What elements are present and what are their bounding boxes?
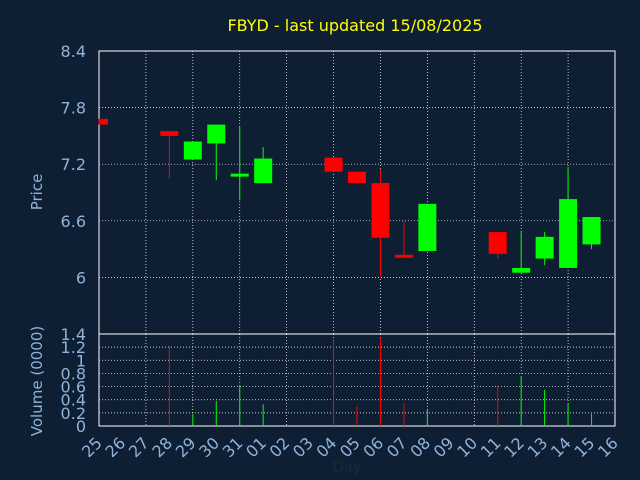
volume-tick-label: 1.2 — [61, 338, 86, 357]
volume-tick-label: 0 — [76, 417, 86, 436]
candle — [324, 157, 343, 172]
price-tick-label: 6 — [76, 268, 86, 287]
volume-axis-label: Volume (0000) — [28, 326, 46, 436]
volume-panel: 1.41.210.80.60.40.20 2526272829303101020… — [28, 325, 622, 476]
candle — [230, 126, 249, 201]
candle-body — [348, 171, 366, 184]
candle — [207, 124, 226, 181]
candle — [394, 220, 413, 258]
candle-body — [559, 199, 578, 268]
volume-tick-label: 1.4 — [61, 325, 86, 344]
price-tick-label: 8.4 — [61, 42, 86, 61]
candle — [371, 168, 390, 278]
candle — [348, 171, 366, 184]
price-plot-frame — [98, 50, 616, 335]
candle-body — [488, 232, 507, 254]
candle-body — [160, 131, 179, 136]
candle-body — [371, 183, 390, 238]
candle — [418, 203, 437, 251]
candle-body — [183, 141, 202, 160]
candle — [535, 232, 554, 266]
candle-body — [582, 217, 601, 245]
candle — [98, 118, 108, 125]
price-tick-label: 7.8 — [61, 99, 86, 118]
price-tick-labels: 8.4 7.8 7.2 6.6 6 — [61, 42, 86, 287]
candle — [582, 217, 601, 250]
candle — [512, 232, 531, 273]
price-tick-label: 7.2 — [61, 155, 86, 174]
day-tick-label: 16 — [594, 433, 622, 461]
candle-body — [99, 118, 108, 125]
volume-tick-label: 1 — [76, 351, 86, 370]
volume-tick-label: 0.4 — [61, 391, 86, 410]
price-panel: 8.4 7.8 7.2 6.6 6 Price — [28, 42, 616, 335]
candle-body — [324, 157, 343, 172]
candle — [160, 131, 179, 179]
candle-body — [230, 173, 249, 177]
volume-tick-labels: 1.41.210.80.60.40.20 — [61, 325, 86, 436]
candle — [183, 141, 202, 160]
candle-body — [394, 254, 413, 258]
volume-bars — [168, 337, 593, 426]
volume-tick-label: 0.8 — [61, 364, 86, 383]
candle-body — [512, 267, 531, 273]
candle-body — [207, 124, 226, 144]
price-tick-label: 6.6 — [61, 212, 86, 231]
candle-body — [535, 236, 554, 259]
volume-tick-label: 0.2 — [61, 404, 86, 423]
price-grid — [99, 50, 615, 334]
candles — [98, 118, 601, 278]
candle — [559, 167, 578, 268]
candle-body — [418, 203, 437, 251]
day-axis-label: Day — [332, 458, 362, 476]
chart-title: FBYD - last updated 15/08/2025 — [227, 16, 482, 35]
candle-body — [254, 158, 273, 184]
candle — [254, 147, 273, 184]
candle — [488, 232, 507, 259]
volume-tick-label: 0.6 — [61, 378, 86, 397]
price-axis-label: Price — [28, 174, 46, 211]
